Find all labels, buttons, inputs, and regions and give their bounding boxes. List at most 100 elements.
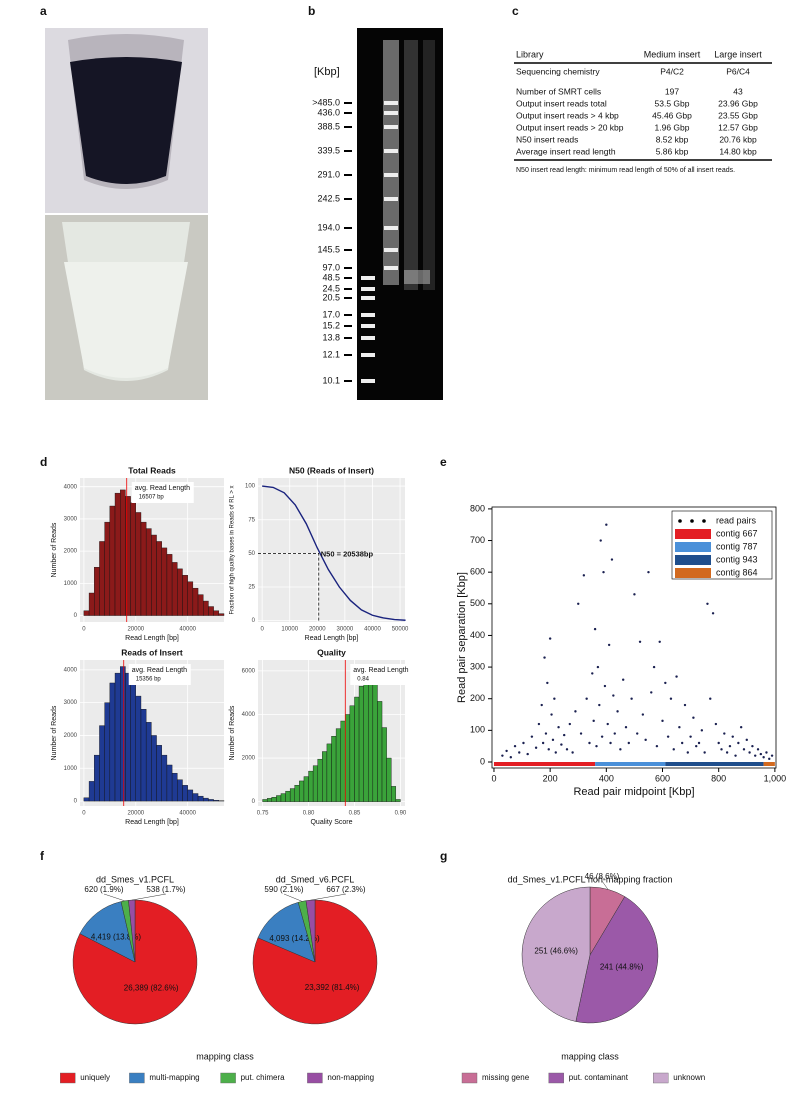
legend-dot	[690, 519, 694, 523]
x-tick-label: 20000	[127, 811, 144, 817]
point	[541, 741, 545, 745]
point	[593, 627, 597, 631]
table-cell: Output insert reads > 20 kbp	[516, 122, 624, 132]
bar	[213, 800, 220, 802]
bar	[83, 610, 90, 616]
bar	[140, 709, 147, 802]
legend-swatch	[307, 1072, 323, 1084]
y-tick-label: 4000	[64, 667, 78, 673]
y-tick-label: 400	[470, 630, 485, 640]
annotation-box	[128, 664, 191, 685]
table-cell: 14.80 kbp	[719, 146, 757, 156]
y-axis-label: Number of Reads	[51, 705, 58, 760]
bar	[262, 799, 268, 802]
y-tick-label: 100	[470, 725, 485, 735]
point	[689, 735, 692, 738]
bar	[125, 496, 131, 616]
bar	[197, 795, 204, 802]
point	[554, 751, 557, 754]
gel-image	[357, 28, 443, 400]
table-cell: 1.96 Gbp	[655, 122, 690, 132]
ladder-label: 388.5	[317, 121, 340, 131]
bar	[213, 610, 220, 616]
pie-slice	[521, 886, 591, 1022]
point	[706, 602, 709, 606]
legend-label: contig 864	[716, 567, 758, 577]
bar	[135, 512, 142, 616]
bar	[135, 695, 142, 802]
legend-swatch	[675, 555, 711, 565]
point	[592, 719, 595, 723]
y-axis-label: Read pair separation [Kbp]	[456, 572, 468, 703]
chart-title: Reads of Insert	[121, 647, 183, 657]
y-axis-label: Number of Reads	[51, 522, 58, 577]
point	[765, 751, 768, 754]
point	[562, 733, 566, 737]
point	[647, 570, 650, 574]
point	[683, 703, 687, 707]
slice-label: 26,389 (82.6%)	[124, 984, 179, 993]
slice-label: 667 (2.3%)	[326, 885, 365, 894]
point	[680, 741, 684, 745]
slice-label: 620 (1.9%)	[84, 885, 123, 894]
y-tick-label: 4000	[64, 484, 78, 490]
table-cell: Average insert read length	[516, 146, 616, 156]
point	[717, 741, 720, 745]
bar	[349, 705, 355, 802]
y-tick-label: 0	[480, 756, 485, 766]
ladder-band	[384, 101, 398, 105]
y-tick-label: 25	[248, 585, 255, 591]
point	[661, 719, 664, 723]
x-tick-label: 20000	[309, 627, 326, 633]
annotation-title: avg. Read Length	[132, 667, 187, 674]
legend-dot	[678, 519, 682, 523]
pie-slice	[575, 896, 659, 1024]
photo-bottom	[45, 215, 208, 400]
bar	[294, 785, 300, 802]
chart-title: N50 (Reads of Insert)	[289, 465, 374, 475]
bar	[151, 534, 157, 616]
point	[599, 539, 602, 542]
point	[546, 681, 549, 685]
bar	[182, 575, 188, 616]
bar	[354, 696, 360, 802]
x-tick-label: 200	[543, 773, 558, 783]
pie-slice	[257, 902, 316, 963]
point	[734, 754, 737, 757]
legend-title: mapping class	[196, 1051, 254, 1061]
point	[600, 735, 604, 738]
point	[678, 725, 681, 729]
x-tick-label: 40000	[179, 811, 196, 817]
table-cell: Sequencing chemistry	[516, 66, 600, 76]
point	[616, 710, 619, 713]
point	[692, 716, 695, 719]
ladder-label: 12.1	[322, 349, 340, 359]
bar	[391, 786, 397, 802]
ladder-label: 15.2	[322, 320, 340, 330]
photo-top	[45, 28, 208, 213]
point	[505, 749, 508, 753]
contig-bar	[493, 762, 596, 766]
table-cell: Output insert reads > 4 kbp	[516, 110, 619, 120]
y-tick-label: 2000	[64, 733, 78, 739]
table-footnote: N50 insert read length: minimum read len…	[516, 167, 735, 174]
bar	[299, 780, 305, 802]
y-axis-label: Fraction of high quality bases in Reads …	[230, 485, 236, 614]
y-axis-label: Number of Reads	[229, 705, 236, 760]
bar	[208, 799, 214, 802]
bar	[120, 666, 126, 802]
slice-label: 251 (46.6%)	[534, 947, 578, 956]
legend-label: non-mapping	[327, 1073, 374, 1082]
bar	[335, 728, 341, 802]
ladder-label: 24.5	[322, 283, 340, 293]
legend-label: uniquely	[80, 1073, 110, 1082]
panel-label: a	[40, 4, 47, 18]
table-header: Medium insert	[644, 49, 701, 59]
y-tick-label: 0	[74, 613, 78, 619]
point	[655, 744, 659, 748]
point	[770, 754, 774, 757]
point	[613, 732, 616, 735]
point	[557, 725, 560, 729]
point	[652, 665, 656, 669]
point	[544, 732, 548, 735]
